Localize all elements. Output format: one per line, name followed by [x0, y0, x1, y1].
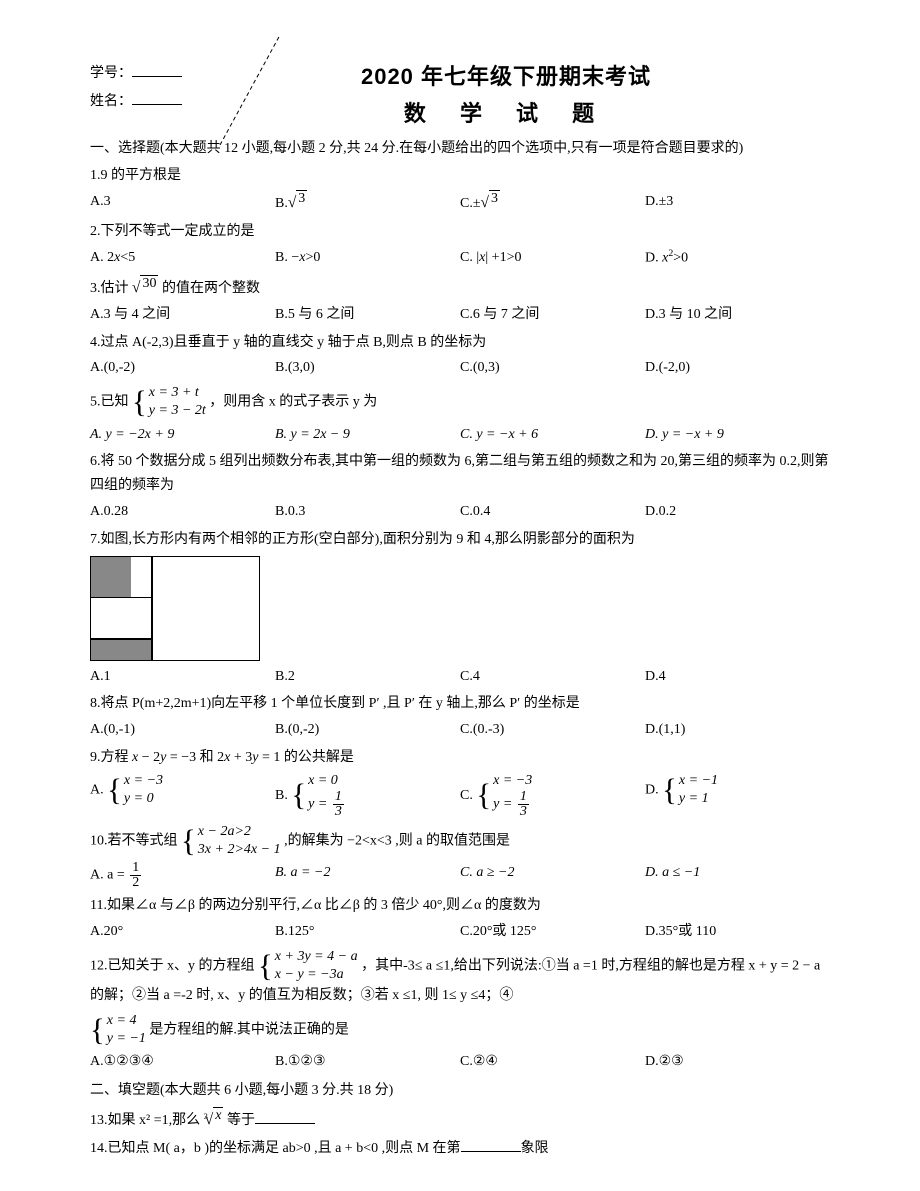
student-no-blank	[132, 63, 182, 77]
name-label: 姓名：	[90, 94, 132, 109]
q7-c: C.4	[460, 665, 645, 689]
q12-system: {x + 3y = 4 − ax − y = −3a	[258, 948, 358, 984]
q12-a: A.①②③④	[90, 1050, 275, 1074]
page-header: 学号： 姓名： 2020 年七年级下册期末考试 数 学 试 题	[90, 60, 830, 130]
q3-sqrt: √30	[132, 275, 158, 301]
q12-c: C.②④	[460, 1050, 645, 1074]
q10: 10.若不等式组 {x − 2a>23x + 2>4x − 1 ,的解集为 −2…	[90, 823, 830, 890]
q14-blank	[461, 1151, 521, 1152]
q7: 7.如图,长方形内有两个相邻的正方形(空白部分),面积分别为 9 和 4,那么阴…	[90, 528, 830, 689]
q13-pre: 13.如果 x² =1,那么	[90, 1113, 204, 1128]
q11: 11.如果∠α 与∠β 的两边分别平行,∠α 比∠β 的 3 倍少 40°,则∠…	[90, 894, 830, 944]
q1-a: A.3	[90, 190, 275, 216]
q13-post: 等于	[227, 1113, 255, 1128]
q7-figure	[90, 556, 260, 661]
q2: 2.下列不等式一定成立的是 A. 2x<5 B. −x>0 C. |x| +1>…	[90, 220, 830, 270]
q11-d: D.35°或 110	[645, 920, 830, 944]
q3-d: D.3 与 10 之间	[645, 303, 830, 327]
q3-a: A.3 与 4 之间	[90, 303, 275, 327]
q5-a: A. y = −2x + 9	[90, 423, 275, 447]
q6-text: 6.将 50 个数据分成 5 组列出频数分布表,其中第一组的频数为 6,第二组与…	[90, 450, 830, 498]
q9-a: A. {x = −3y = 0	[90, 772, 275, 819]
q2-a: A. 2x<5	[90, 246, 275, 270]
q7-text: 7.如图,长方形内有两个相邻的正方形(空白部分),面积分别为 9 和 4,那么阴…	[90, 528, 830, 552]
q14-post: 象限	[521, 1141, 549, 1156]
student-no-label: 学号：	[90, 66, 132, 81]
q11-c: C.20°或 125°	[460, 920, 645, 944]
q8-a: A.(0,-1)	[90, 718, 275, 742]
q5-post: ，则用含 x 的式子表示 y 为	[209, 395, 377, 410]
q8: 8.将点 P(m+2,2m+1)向左平移 1 个单位长度到 P′ ,且 P′ 在…	[90, 692, 830, 742]
q2-d: D. x2>0	[645, 246, 830, 270]
q7-d: D.4	[645, 665, 830, 689]
q10-pre: 10.若不等式组	[90, 833, 178, 848]
q6-d: D.0.2	[645, 500, 830, 524]
q10-system: {x − 2a>23x + 2>4x − 1	[181, 823, 281, 859]
q8-b: B.(0,-2)	[275, 718, 460, 742]
q5-system: { x = 3 + ty = 3 − 2t	[132, 384, 206, 420]
q5-b: B. y = 2x − 9	[275, 423, 460, 447]
q1-b: B.√3	[275, 190, 460, 216]
q6-c: C.0.4	[460, 500, 645, 524]
q6: 6.将 50 个数据分成 5 组列出频数分布表,其中第一组的频数为 6,第二组与…	[90, 450, 830, 523]
q1-text: 1.9 的平方根是	[90, 164, 830, 188]
section-2-head: 二、填空题(本大题共 6 小题,每小题 3 分.共 18 分)	[90, 1080, 830, 1102]
q3-c: C.6 与 7 之间	[460, 303, 645, 327]
q3: 3.估计 √30 的值在两个整数 A.3 与 4 之间 B.5 与 6 之间 C…	[90, 275, 830, 327]
q9: 9.方程 x − 2y = −3 和 2x + 3y = 1 的公共解是 A. …	[90, 746, 830, 819]
q13: 13.如果 x² =1,那么 3√x 等于	[90, 1107, 830, 1133]
q8-text: 8.将点 P(m+2,2m+1)向左平移 1 个单位长度到 P′ ,且 P′ 在…	[90, 692, 830, 716]
q3-pre: 3.估计	[90, 281, 129, 296]
q5: 5.已知 { x = 3 + ty = 3 − 2t ，则用含 x 的式子表示 …	[90, 384, 830, 446]
q12-b: B.①②③	[275, 1050, 460, 1074]
q14-pre: 14.已知点 M( a，b )的坐标满足 ab>0 ,且 a + b<0 ,则点…	[90, 1141, 461, 1156]
q10-b: B. a = −2	[275, 861, 460, 890]
q9-text: 9.方程 x − 2y = −3 和 2x + 3y = 1 的公共解是	[90, 746, 830, 770]
q1: 1.9 的平方根是 A.3 B.√3 C.±√3 D.±3	[90, 164, 830, 216]
q8-c: C.(0.-3)	[460, 718, 645, 742]
student-info: 学号： 姓名：	[90, 60, 182, 116]
q3-post: 的值在两个整数	[162, 281, 260, 296]
q8-d: D.(1,1)	[645, 718, 830, 742]
q4: 4.过点 A(-2,3)且垂直于 y 轴的直线交 y 轴于点 B,则点 B 的坐…	[90, 331, 830, 381]
q9-c: C. {x = −3y = 13	[460, 772, 645, 819]
q2-text: 2.下列不等式一定成立的是	[90, 220, 830, 244]
q11-a: A.20°	[90, 920, 275, 944]
q5-d: D. y = −x + 9	[645, 423, 830, 447]
q13-cuberoot: 3√x	[204, 1113, 224, 1128]
q9-b: B. {x = 0y = 13	[275, 772, 460, 819]
q1-c: C.±√3	[460, 190, 645, 216]
q4-c: C.(0,3)	[460, 356, 645, 380]
q1-d: D.±3	[645, 190, 830, 216]
q12-pre: 12.已知关于 x、y 的方程组	[90, 958, 255, 973]
q4-text: 4.过点 A(-2,3)且垂直于 y 轴的直线交 y 轴于点 B,则点 B 的坐…	[90, 331, 830, 355]
q5-c: C. y = −x + 6	[460, 423, 645, 447]
q12: 12.已知关于 x、y 的方程组 {x + 3y = 4 − ax − y = …	[90, 948, 830, 1074]
q2-c: C. |x| +1>0	[460, 246, 645, 270]
q14: 14.已知点 M( a，b )的坐标满足 ab>0 ,且 a + b<0 ,则点…	[90, 1137, 830, 1161]
q11-text: 11.如果∠α 与∠β 的两边分别平行,∠α 比∠β 的 3 倍少 40°,则∠…	[90, 894, 830, 918]
q12-d: D.②③	[645, 1050, 830, 1074]
q2-b: B. −x>0	[275, 246, 460, 270]
q4-a: A.(0,-2)	[90, 356, 275, 380]
q6-a: A.0.28	[90, 500, 275, 524]
q6-b: B.0.3	[275, 500, 460, 524]
section-1-head: 一、选择题(本大题共 12 小题,每小题 2 分,共 24 分.在每小题给出的四…	[90, 138, 830, 160]
q10-post: ,的解集为 −2<x<3 ,则 a 的取值范围是	[284, 833, 510, 848]
q5-pre: 5.已知	[90, 395, 129, 410]
q10-d: D. a ≤ −1	[645, 861, 830, 890]
q4-d: D.(-2,0)	[645, 356, 830, 380]
q9-d: D. {x = −1y = 1	[645, 772, 830, 819]
q4-b: B.(3,0)	[275, 356, 460, 380]
dashed-line-icon	[210, 30, 290, 150]
q7-b: B.2	[275, 665, 460, 689]
name-blank	[132, 91, 182, 105]
q10-a: A. a = 12	[90, 861, 275, 890]
q7-a: A.1	[90, 665, 275, 689]
q3-b: B.5 与 6 之间	[275, 303, 460, 327]
q12-line2: {x = 4y = −1 是方程组的解.其中说法正确的是	[90, 1012, 830, 1048]
q13-blank	[255, 1123, 315, 1124]
q11-b: B.125°	[275, 920, 460, 944]
q10-c: C. a ≥ −2	[460, 861, 645, 890]
